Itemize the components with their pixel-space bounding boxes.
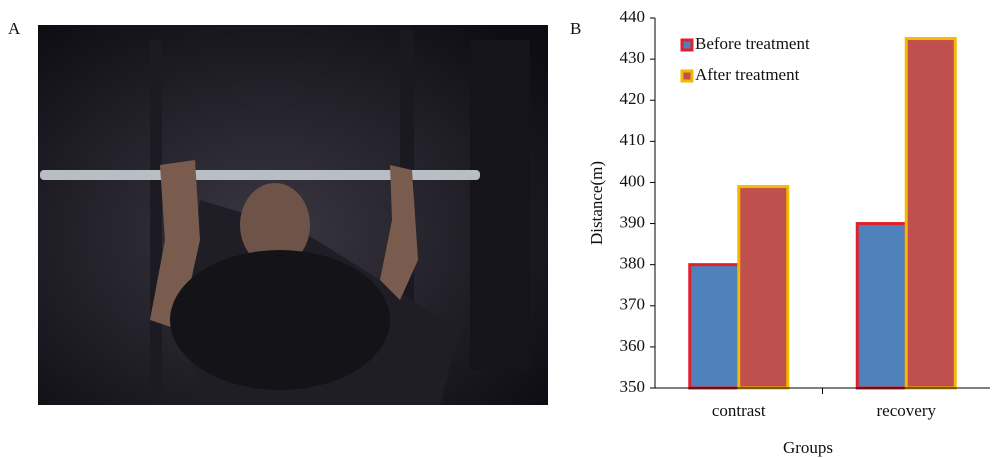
x-tick-label: contrast — [712, 401, 766, 420]
y-tick-label: 380 — [620, 254, 646, 273]
legend-swatch — [682, 71, 692, 81]
bar — [739, 187, 788, 388]
panel-label: B — [570, 19, 581, 38]
panel-label: A — [8, 19, 21, 38]
x-axis-title: Groups — [783, 438, 833, 457]
legend-label: After treatment — [695, 65, 800, 84]
y-tick-label: 420 — [620, 89, 646, 108]
y-axis-title: Distance(m) — [587, 161, 606, 245]
bar — [690, 265, 739, 388]
y-tick-label: 440 — [620, 7, 646, 26]
y-tick-label: 400 — [620, 171, 646, 190]
x-tick-label: recovery — [877, 401, 937, 420]
legend-label: Before treatment — [695, 34, 810, 53]
y-tick-label: 410 — [620, 130, 646, 149]
figure: A B Distance(m) Groups 350 360 370 380 390 40… — [0, 0, 998, 458]
bar — [857, 224, 906, 388]
page: A B Distance(m) Groups 350 360 370 380 390 40… — [0, 0, 998, 458]
y-tick-label: 360 — [620, 336, 646, 355]
photo — [38, 25, 548, 405]
y-tick-label: 350 — [620, 377, 646, 396]
y-tick-label: 370 — [620, 295, 646, 314]
y-tick-label: 430 — [620, 48, 646, 67]
y-tick-label: 390 — [620, 212, 646, 231]
bar — [906, 39, 955, 388]
legend-swatch — [682, 40, 692, 50]
